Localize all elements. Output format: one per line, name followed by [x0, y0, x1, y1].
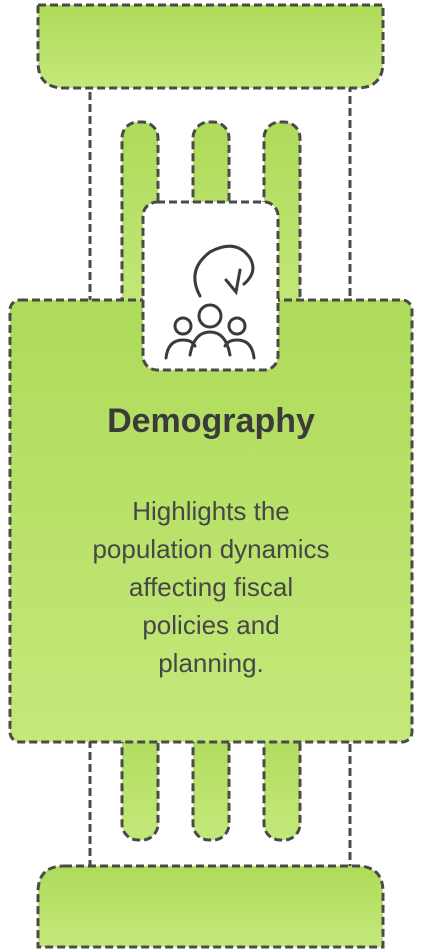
description-line: Highlights the	[132, 496, 290, 526]
description-line: policies and	[142, 610, 279, 640]
description: Highlights the population dynamics affecti…	[92, 496, 329, 678]
content-panel	[8, 298, 414, 744]
capital	[36, 3, 385, 90]
base	[36, 864, 385, 949]
description-line: population dynamics	[92, 534, 329, 564]
description-line: planning.	[158, 648, 264, 678]
description-line: affecting fiscal	[129, 572, 293, 602]
demography-icon	[164, 244, 256, 360]
title: Demography	[107, 402, 315, 440]
icon-box	[141, 200, 280, 372]
